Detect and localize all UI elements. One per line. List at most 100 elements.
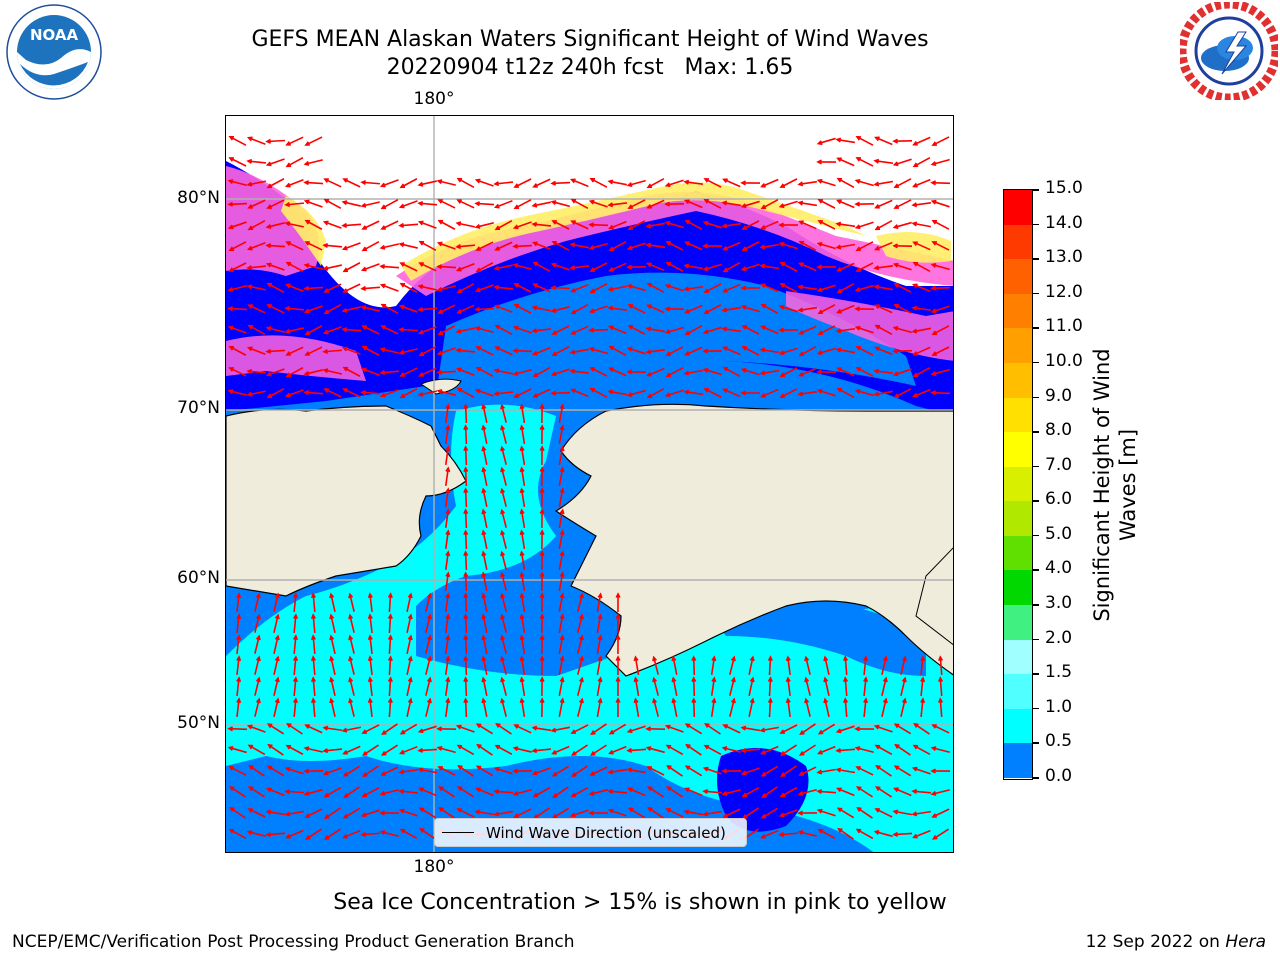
wave-direction-arrowhead	[539, 508, 545, 514]
wave-direction-arrow	[476, 346, 494, 356]
wave-direction-arrow	[920, 698, 924, 718]
wave-direction-arrowhead	[418, 787, 424, 793]
wave-direction-arrowhead	[836, 288, 843, 294]
colorbar-tick-label: 7.0	[1045, 454, 1073, 475]
lat-label-80: 80°N	[177, 188, 220, 208]
wave-direction-arrowhead	[798, 351, 805, 357]
wave-direction-arrowhead	[711, 697, 717, 704]
wave-direction-arrow	[464, 488, 468, 508]
wave-direction-arrowhead	[463, 487, 469, 493]
wave-direction-arrowhead	[569, 349, 576, 355]
wave-direction-arrowhead	[615, 634, 621, 640]
wave-direction-arrowhead	[417, 728, 424, 734]
wave-direction-arrow	[229, 828, 247, 840]
sea-ice-band-west	[226, 335, 366, 381]
wave-direction-arrowhead	[615, 697, 621, 703]
wave-direction-arrow	[920, 677, 924, 697]
wave-direction-arrowhead	[455, 244, 462, 250]
wave-direction-arrowhead	[550, 262, 557, 268]
wave-direction-arrowhead	[626, 284, 633, 289]
wave-direction-arrow	[362, 220, 380, 230]
wave-direction-arrow	[495, 767, 513, 775]
wave-direction-arrow	[236, 698, 240, 718]
wave-direction-arrowhead	[797, 307, 804, 313]
wave-direction-arrowhead	[463, 403, 469, 409]
wave-direction-arrowhead	[570, 178, 576, 184]
wave-direction-arrow	[558, 489, 564, 507]
wave-direction-arrow	[824, 699, 830, 717]
wave-direction-arrow	[496, 723, 512, 735]
wave-direction-arrow	[437, 370, 457, 374]
wave-direction-arrow	[324, 369, 342, 375]
wave-direction-arrow	[590, 242, 608, 250]
wave-direction-arrow	[444, 635, 450, 655]
wave-direction-arrow	[558, 426, 564, 444]
wave-direction-arrowhead	[531, 221, 538, 227]
wave-direction-arrowhead	[303, 746, 310, 752]
wave-direction-arrow	[476, 787, 494, 797]
wave-direction-arrow	[761, 807, 779, 819]
wave-direction-arrowhead	[303, 791, 310, 796]
wave-direction-arrowhead	[892, 243, 898, 249]
wave-direction-arrow	[248, 241, 266, 251]
wave-direction-arrow	[267, 199, 285, 209]
wave-direction-arrow	[323, 748, 343, 752]
wave-direction-arrow	[666, 808, 684, 818]
wave-direction-arrow	[748, 699, 754, 717]
wave-direction-arrow	[286, 745, 304, 755]
wave-direction-arrowhead	[892, 831, 899, 837]
wave-direction-arrow	[628, 199, 646, 209]
wave-direction-arrow	[438, 285, 456, 291]
wave-direction-arrowhead	[760, 204, 767, 210]
wave-direction-arrowhead	[310, 592, 316, 599]
wave-direction-arrowhead	[645, 242, 652, 248]
wave-direction-arrow	[913, 178, 931, 188]
wave-direction-arrowhead	[398, 242, 405, 248]
wave-direction-arrowhead	[445, 634, 451, 641]
wave-direction-arrowhead	[255, 592, 261, 599]
wave-direction-arrowhead	[608, 224, 614, 230]
wave-direction-arrowhead	[702, 766, 709, 772]
sea-ice-footnote: Sea Ice Concentration > 15% is shown in …	[333, 890, 947, 915]
wave-direction-arrow	[381, 220, 399, 230]
wave-direction-arrowhead	[303, 390, 310, 396]
wave-direction-arrowhead	[855, 367, 861, 372]
wave-direction-arrow	[723, 283, 741, 293]
wave-direction-arrow	[666, 725, 684, 733]
wave-direction-arrow	[457, 263, 475, 271]
wave-direction-arrowhead	[873, 284, 880, 290]
wave-direction-arrow	[824, 657, 830, 675]
wave-direction-arrow	[444, 509, 450, 529]
wave-direction-arrowhead	[228, 157, 234, 162]
wave-direction-arrowhead	[228, 766, 234, 771]
wave-direction-arrow	[254, 657, 260, 675]
wave-direction-arrowhead	[417, 747, 424, 753]
wave-direction-arrowhead	[854, 325, 861, 331]
wave-direction-arrowhead	[559, 613, 565, 620]
wave-direction-arrowhead	[293, 655, 299, 662]
wave-direction-arrow	[596, 698, 602, 718]
wave-direction-arrow	[495, 200, 513, 208]
wave-direction-arrowhead	[265, 348, 272, 354]
wave-direction-arrow	[533, 767, 551, 775]
wave-direction-arrowhead	[778, 203, 785, 209]
wave-direction-arrow	[723, 241, 741, 251]
wave-direction-arrow	[874, 370, 894, 374]
wave-direction-arrowhead	[481, 403, 487, 410]
wave-direction-arrowhead	[519, 676, 525, 683]
wave-direction-arrow	[761, 198, 779, 210]
wave-direction-arrowhead	[310, 634, 316, 641]
wave-direction-arrow	[464, 425, 468, 445]
wave-direction-arrow	[343, 807, 361, 819]
wave-direction-arrow	[552, 263, 570, 271]
wave-direction-arrow	[419, 768, 437, 774]
wave-direction-arrow	[722, 306, 742, 312]
wave-direction-arrow	[254, 699, 260, 717]
wave-direction-arrow	[418, 307, 438, 311]
wave-direction-arrowhead	[236, 592, 242, 599]
wave-direction-arrowhead	[247, 304, 253, 309]
wave-direction-arrowhead	[265, 262, 272, 268]
wave-direction-arrowhead	[303, 308, 310, 314]
wave-direction-arrow	[781, 744, 797, 756]
wave-direction-arrow	[836, 138, 856, 144]
